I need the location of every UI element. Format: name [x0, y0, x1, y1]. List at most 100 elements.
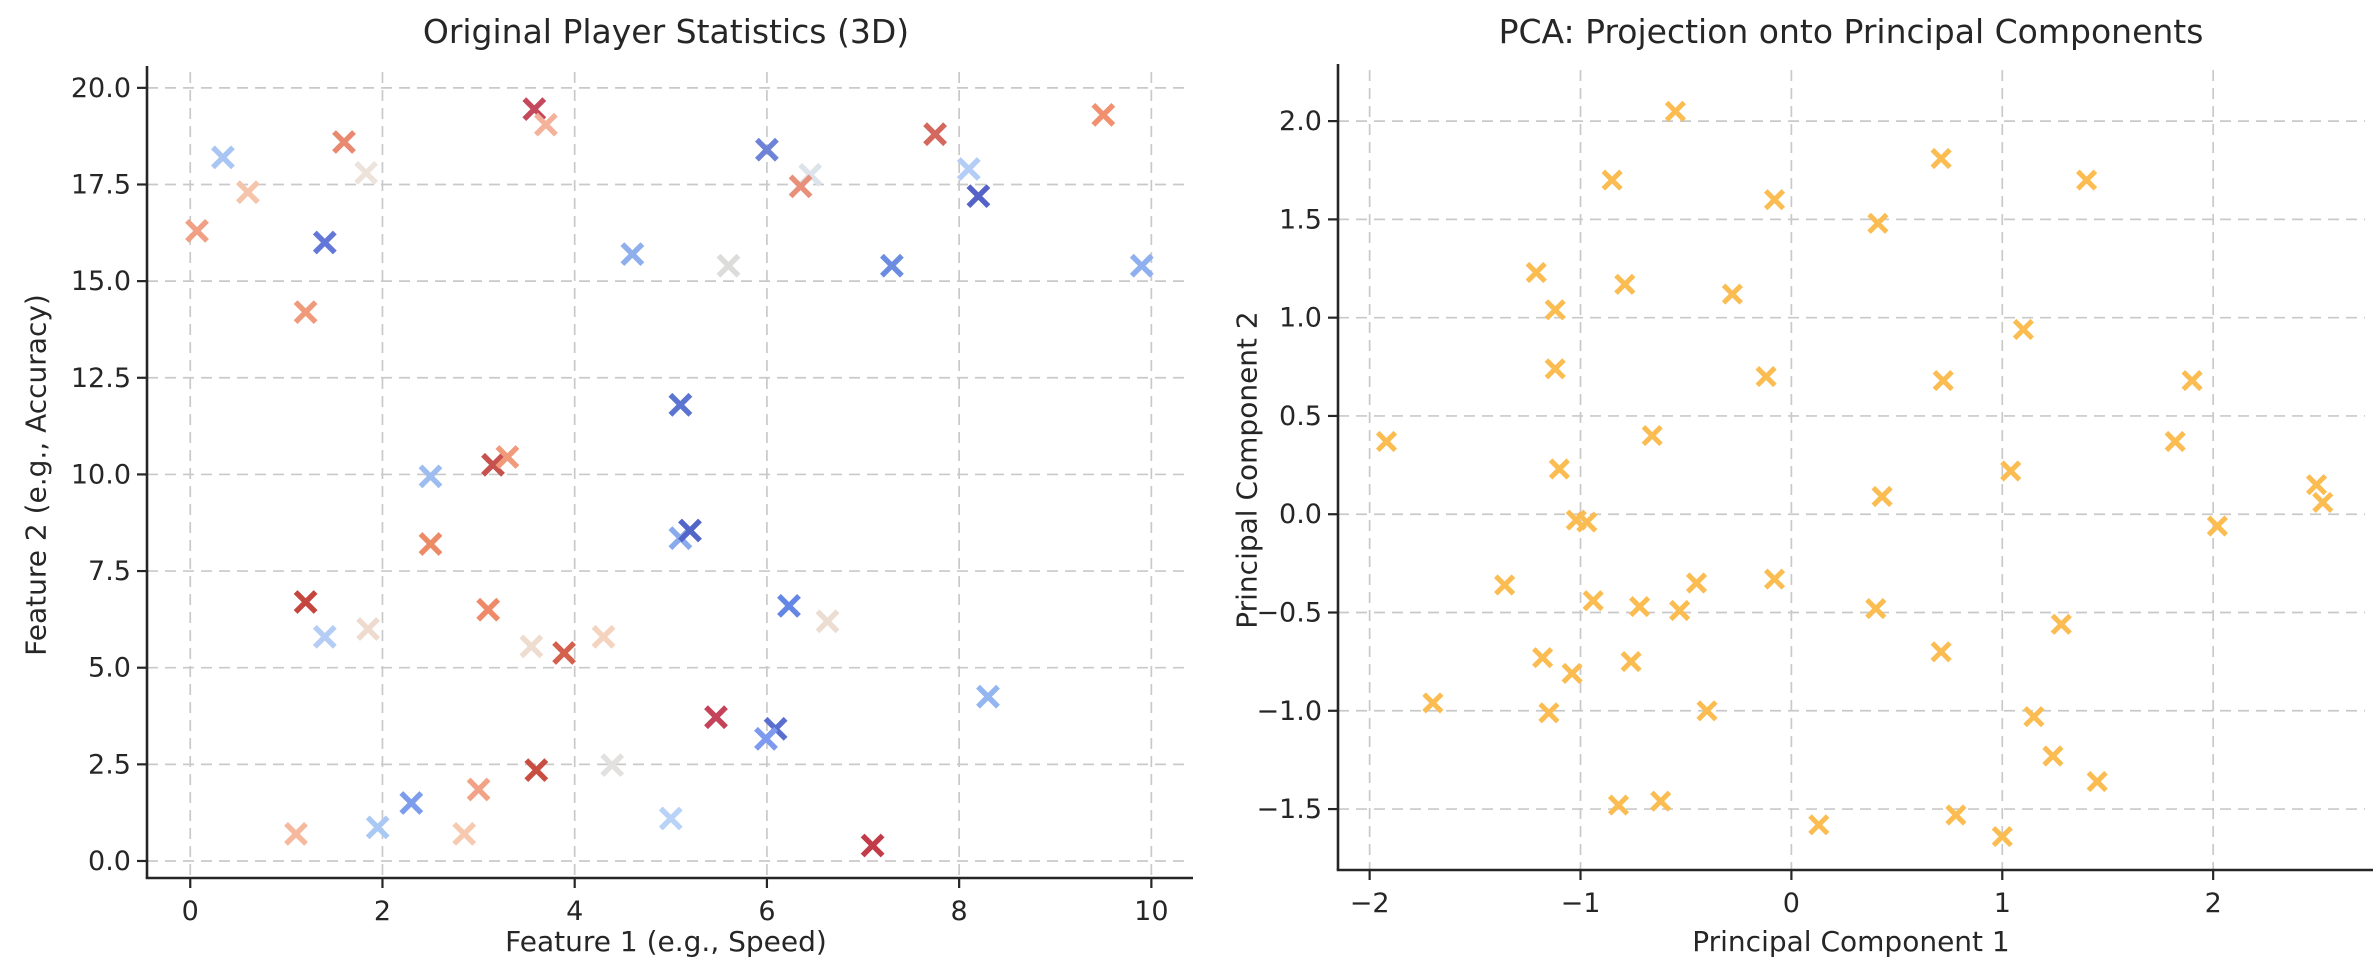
data-point-marker: [533, 112, 558, 137]
left-plot-x-axis-label: Feature 1 (e.g., Speed): [505, 925, 827, 958]
data-point-marker: [2305, 474, 2328, 496]
data-point-marker: [788, 174, 813, 199]
y-tick-label: 1.0: [1279, 303, 1322, 334]
data-point-marker: [1867, 212, 1889, 234]
data-point-marker: [1620, 651, 1642, 673]
data-point-marker: [365, 815, 390, 840]
left-plot: 0 2 4 6 8 10 0.0 2.5 5.0 7.5 10.0 12.5 15.0 17.5 20.0: [71, 66, 1193, 927]
data-point-marker: [1601, 169, 1623, 191]
y-tick-label: 20.0: [71, 73, 131, 104]
data-point-marker: [1808, 814, 1830, 836]
data-point-marker: [552, 641, 577, 665]
data-point-marker: [716, 253, 741, 278]
data-point-marker: [1932, 370, 1954, 392]
data-point-marker: [1091, 102, 1116, 127]
data-point-marker: [1685, 572, 1708, 594]
data-point-marker: [754, 726, 778, 751]
x-tick-label: 0: [1783, 888, 1800, 919]
data-point-marker: [284, 821, 308, 846]
data-point-marker: [1561, 662, 1583, 684]
y-tick-label: 0.0: [88, 846, 131, 877]
data-point-marker: [2206, 515, 2228, 537]
data-point-marker: [1664, 100, 1686, 122]
data-point-marker: [1629, 596, 1651, 618]
data-point-marker: [2312, 491, 2334, 513]
data-point-marker: [678, 518, 702, 543]
data-point-marker: [1548, 458, 1570, 480]
y-tick-label: 10.0: [71, 459, 131, 490]
data-point-marker: [399, 791, 424, 815]
x-tick-label: 0: [182, 896, 199, 927]
data-point-marker: [1763, 189, 1786, 211]
data-point-marker: [522, 97, 547, 122]
data-point-marker: [1422, 692, 1444, 714]
data-point-marker: [312, 624, 337, 649]
data-point-marker: [2012, 318, 2034, 341]
data-point-marker: [600, 753, 625, 778]
left-plot-y-axis-label: Feature 2 (e.g., Accuracy): [19, 294, 53, 656]
data-point-marker: [1669, 599, 1691, 622]
data-point-marker: [332, 130, 356, 154]
x-tick-label: 8: [951, 896, 968, 927]
data-point-marker: [418, 464, 443, 489]
data-point-marker: [1763, 568, 1786, 590]
data-point-marker: [2023, 706, 2045, 728]
data-point-marker: [1494, 574, 1516, 596]
data-point-marker: [668, 392, 693, 417]
data-point-marker: [2164, 430, 2186, 453]
data-point-marker: [658, 806, 683, 831]
data-point-marker: [1696, 700, 1718, 722]
data-point-marker: [1607, 794, 1630, 816]
data-point-marker: [1945, 804, 1967, 826]
x-tick-label: 10: [1134, 896, 1168, 927]
data-point-marker: [2181, 370, 2203, 392]
y-tick-label: 0.5: [1279, 401, 1322, 432]
data-point-marker: [966, 184, 991, 209]
x-tick-label: −2: [1350, 888, 1390, 919]
right-plot: −2 −1 0 1 2 −1.5 −1.0 −0.5 0.0 0.5 1.0 1.5 2.0: [1256, 64, 2373, 919]
data-point-marker: [466, 777, 491, 802]
data-point-marker: [185, 218, 209, 243]
data-point-marker: [1582, 590, 1604, 612]
y-tick-label: 1.5: [1279, 204, 1322, 235]
data-point-marker: [777, 593, 801, 618]
data-point-marker: [2000, 460, 2022, 482]
data-point-marker: [1650, 790, 1672, 812]
y-tick-label: 17.5: [71, 169, 131, 200]
data-point-marker: [976, 684, 1000, 709]
y-tick-label: 0.0: [1279, 499, 1322, 530]
data-point-marker: [620, 242, 645, 267]
data-point-marker: [481, 452, 505, 477]
data-point-marker: [1865, 598, 1887, 620]
data-point-marker: [815, 609, 840, 634]
data-point-marker: [1544, 358, 1566, 380]
data-point-marker: [1755, 366, 1777, 388]
data-point-marker: [1930, 147, 1952, 170]
right-plot-y-axis-label: Principal Component 2: [1230, 311, 1264, 629]
data-point-marker: [704, 705, 728, 730]
data-point-marker: [1576, 511, 1598, 533]
data-point-marker: [476, 597, 501, 622]
data-point-marker: [293, 590, 318, 614]
right-plot-x-axis-label: Principal Component 1: [1692, 925, 2010, 958]
y-tick-label: 2.5: [88, 749, 131, 780]
x-tick-label: 6: [758, 896, 775, 927]
x-tick-label: −1: [1561, 888, 1601, 919]
data-point-marker: [2050, 613, 2072, 635]
data-point-marker: [2086, 770, 2108, 793]
data-point-marker: [418, 532, 443, 556]
x-tick-label: 2: [2205, 888, 2222, 919]
data-point-marker: [519, 634, 544, 659]
data-point-marker: [1129, 253, 1154, 278]
data-point-marker: [754, 137, 779, 162]
y-tick-label: 2.0: [1279, 106, 1322, 137]
y-tick-label: 5.0: [88, 653, 131, 684]
data-point-marker: [879, 253, 904, 278]
data-point-marker: [1538, 702, 1560, 724]
right-plot-title: PCA: Projection onto Principal Component…: [1498, 12, 2204, 51]
x-tick-label: 4: [566, 896, 583, 927]
data-point-marker: [923, 122, 948, 147]
data-point-marker: [1532, 647, 1554, 669]
